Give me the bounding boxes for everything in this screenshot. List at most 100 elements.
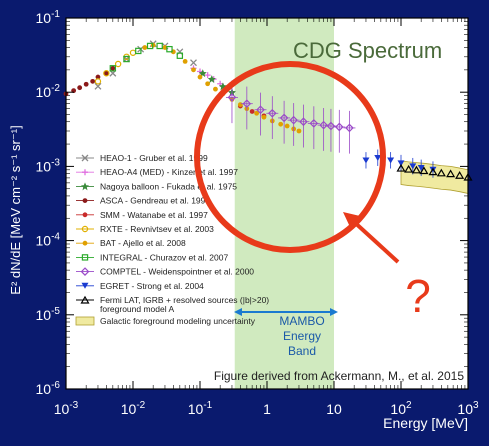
data-point xyxy=(114,60,122,68)
data-point xyxy=(256,105,265,115)
legend-marker xyxy=(81,225,89,233)
x-tick-exponent: 3 xyxy=(473,400,479,411)
data-point xyxy=(284,123,290,129)
x-tick-label-4: 1 xyxy=(263,401,271,417)
band-label-line-2: Energy xyxy=(283,329,321,343)
data-point xyxy=(166,45,173,53)
data-point xyxy=(455,171,465,179)
data-point xyxy=(387,157,395,164)
data-point xyxy=(419,166,429,175)
x-tick-label-1: 10-3 xyxy=(54,400,79,417)
band-arrow xyxy=(234,308,338,316)
data-point xyxy=(176,52,184,59)
data-point xyxy=(334,122,344,132)
data-point xyxy=(261,114,267,120)
legend-marker xyxy=(81,182,89,191)
legend-entry-6: RXTE - Revnivtsev et al. 2003 xyxy=(76,224,214,234)
data-point xyxy=(110,65,116,71)
data-point xyxy=(135,47,142,55)
data-point xyxy=(254,110,260,116)
data-point xyxy=(417,165,425,172)
legend-entry-1: HEAO-1 - Gruber et al. 1999 xyxy=(76,153,208,163)
data-point xyxy=(207,75,216,84)
x-tick-label-2: 10-2 xyxy=(121,400,146,417)
x-tick-exponent: -1 xyxy=(203,400,212,411)
legend-marker xyxy=(81,254,89,261)
legend-label: Galactic foreground modeling uncertainty xyxy=(100,316,256,326)
legend-label: INTEGRAL - Churazov et al. 2007 xyxy=(100,252,228,262)
legend-label: ASCA - Gendreau et al. 1995 xyxy=(100,196,210,206)
legend-marker xyxy=(81,282,89,289)
legend-marker xyxy=(82,240,88,246)
legend-label: HEAO-A4 (MED) - Kinzer et al. 1997 xyxy=(100,167,238,177)
pointer-arrow xyxy=(343,212,400,264)
series-9 xyxy=(225,80,356,154)
data-point xyxy=(213,86,218,92)
legend-label: BAT - Ajello et al. 2008 xyxy=(100,238,186,248)
band-label-line-3: Band xyxy=(288,344,316,358)
legend-label: SMM - Watanabe et al. 1997 xyxy=(100,210,208,220)
legend-label: EGRET - Strong et al. 2004 xyxy=(100,281,204,291)
y-tick-label-2: 10-2 xyxy=(36,83,61,100)
data-point xyxy=(289,115,299,125)
y-tick-exponent: -4 xyxy=(51,232,60,243)
data-point xyxy=(182,59,188,64)
data-point xyxy=(94,82,102,90)
data-point xyxy=(319,120,328,130)
legend-entry-5: SMM - Watanabe et al. 1997 xyxy=(76,210,208,220)
data-point xyxy=(249,109,255,114)
legend-marker xyxy=(80,295,90,304)
data-point xyxy=(162,45,168,50)
x-tick-label-3: 10-1 xyxy=(188,400,213,417)
highlight-circle xyxy=(194,61,386,253)
series-8 xyxy=(109,42,184,72)
data-point xyxy=(90,78,96,84)
data-point xyxy=(77,85,83,91)
y-axis-label: E² dN/dE [MeV cm⁻² s⁻¹ sr⁻¹] xyxy=(8,125,23,294)
data-point xyxy=(345,123,354,133)
legend-marker xyxy=(81,154,89,162)
y-tick-exponent: -2 xyxy=(51,83,60,94)
data-point xyxy=(95,74,101,80)
data-point xyxy=(242,99,252,109)
data-point xyxy=(103,70,110,77)
data-point xyxy=(397,160,405,167)
data-point xyxy=(103,70,109,76)
x-tick-exponent: -2 xyxy=(136,400,145,411)
data-point xyxy=(267,108,277,118)
data-point xyxy=(146,42,154,50)
data-point xyxy=(278,121,284,127)
legend-marker xyxy=(75,316,95,326)
data-point xyxy=(83,81,89,87)
mambo-energy-band xyxy=(234,18,334,389)
y-tick-label-3: 10-3 xyxy=(36,157,61,174)
y-tick-label-4: 10-4 xyxy=(36,232,61,249)
legend-label: COMPTEL - Weidenspointner et al. 2000 xyxy=(100,267,254,277)
legend-label: Fermi LAT, IGRB + resolved sources (|b|>… xyxy=(100,295,269,305)
data-point xyxy=(123,55,130,63)
y-tick-exponent: -1 xyxy=(51,9,60,20)
x-axis-label: Energy [MeV] xyxy=(383,415,468,431)
chart-title: CDG Spectrum xyxy=(293,38,442,63)
legend-entry-11: Fermi LAT, IGRB + resolved sources (|b|>… xyxy=(76,295,269,314)
y-tick-exponent: -3 xyxy=(51,157,60,168)
data-point xyxy=(197,74,203,80)
data-point xyxy=(409,163,417,170)
data-point xyxy=(428,167,438,176)
series-11 xyxy=(396,163,473,181)
legend-entry-10: EGRET - Strong et al. 2004 xyxy=(76,281,204,291)
data-point xyxy=(296,128,302,134)
y-tick-label-1: 10-1 xyxy=(36,9,61,26)
legend-label: Nagoya balloon - Fukada et al. 1975 xyxy=(100,181,237,191)
x-tick-exponent: -3 xyxy=(69,400,78,411)
legend-entry-8: INTEGRAL - Churazov et al. 2007 xyxy=(76,252,228,262)
legend-label: HEAO-1 - Gruber et al. 1999 xyxy=(100,153,208,163)
y-tick-exponent: -6 xyxy=(51,380,60,391)
legend-marker xyxy=(82,212,88,218)
data-point xyxy=(436,168,446,177)
legend-entry-9: COMPTEL - Weidenspointner et al. 2000 xyxy=(76,267,254,277)
data-point xyxy=(309,119,319,128)
legend-label: RXTE - Revnivtsev et al. 2003 xyxy=(100,224,214,234)
data-point xyxy=(404,164,414,173)
